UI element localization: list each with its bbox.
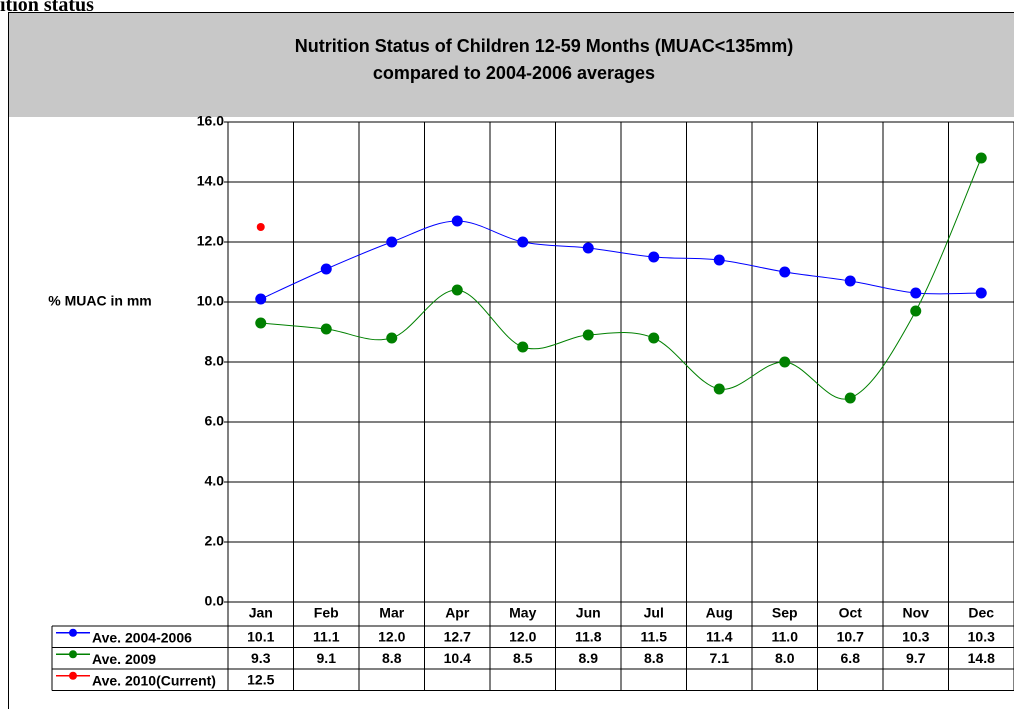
data-point xyxy=(320,323,332,335)
data-point xyxy=(386,332,398,344)
y-tick-label: 2.0 xyxy=(205,533,225,549)
x-tick-label: Jan xyxy=(249,605,273,621)
data-point xyxy=(256,223,265,231)
legend-marker xyxy=(69,628,77,637)
data-point xyxy=(844,392,856,404)
y-tick-label: 6.0 xyxy=(205,413,225,429)
data-point xyxy=(713,254,725,266)
table-value: 6.8 xyxy=(841,650,861,666)
data-point xyxy=(648,332,660,344)
table-value: 10.3 xyxy=(902,628,929,644)
table-value: 9.7 xyxy=(906,650,926,666)
table-value: 10.3 xyxy=(968,628,995,644)
title-band xyxy=(9,13,1014,117)
table-value: 8.0 xyxy=(775,650,795,666)
x-tick-label: Apr xyxy=(445,605,470,621)
table-value: 11.1 xyxy=(313,628,340,644)
y-tick-label: 4.0 xyxy=(205,473,225,489)
x-tick-label: Dec xyxy=(968,605,994,621)
table-value: 12.7 xyxy=(444,628,471,644)
x-tick-label: Nov xyxy=(903,605,930,621)
chart-subtitle: compared to 2004-2006 averages xyxy=(373,63,655,83)
data-point xyxy=(648,251,660,263)
y-tick-label: 12.0 xyxy=(197,233,224,249)
y-tick-label: 14.0 xyxy=(197,173,224,189)
table-value: 12.0 xyxy=(509,628,536,644)
data-point xyxy=(582,329,594,341)
x-tick-label: Feb xyxy=(314,605,339,621)
y-tick-label: 8.0 xyxy=(205,353,225,369)
x-tick-label: May xyxy=(509,605,536,621)
data-point xyxy=(255,317,267,329)
table-value: 11.8 xyxy=(575,628,602,644)
x-tick-label: Mar xyxy=(379,605,404,621)
data-point xyxy=(386,236,398,248)
x-tick-label: Oct xyxy=(839,605,863,621)
data-point xyxy=(517,341,529,353)
y-axis-label: % MUAC in mm xyxy=(48,293,151,309)
legend-marker xyxy=(69,650,77,659)
legend-label: Ave. 2004-2006 xyxy=(92,629,192,645)
chart-frame xyxy=(8,12,1014,709)
table-value: 7.1 xyxy=(710,650,730,666)
legend-label: Ave. 2010(Current) xyxy=(92,672,216,688)
table-value: 8.5 xyxy=(513,650,533,666)
table-value: 11.5 xyxy=(641,628,668,644)
legend-label: Ave. 2009 xyxy=(92,651,156,667)
x-tick-label: Jun xyxy=(576,605,601,621)
chart-title: Nutrition Status of Children 12-59 Month… xyxy=(295,36,794,56)
y-tick-label: 16.0 xyxy=(197,113,224,129)
data-point xyxy=(779,266,791,278)
table-value: 8.9 xyxy=(579,650,599,666)
y-tick-label: 0.0 xyxy=(205,593,225,609)
data-point xyxy=(975,152,987,164)
table-value: 12.0 xyxy=(378,628,405,644)
table-value: 9.3 xyxy=(251,650,271,666)
data-point xyxy=(320,263,332,275)
data-point xyxy=(255,293,267,305)
data-point xyxy=(451,215,463,227)
data-point xyxy=(779,356,791,368)
data-point xyxy=(844,275,856,287)
table-value: 8.8 xyxy=(382,650,402,666)
table-value: 9.1 xyxy=(317,650,337,666)
table-value: 10.7 xyxy=(837,628,864,644)
table-value: 10.4 xyxy=(444,650,471,666)
data-point xyxy=(975,287,987,299)
table-value: 14.8 xyxy=(968,650,995,666)
data-point xyxy=(451,284,463,296)
data-point xyxy=(582,242,594,254)
table-value: 10.1 xyxy=(247,628,274,644)
series-line xyxy=(260,220,982,300)
legend-marker xyxy=(69,671,77,680)
x-tick-label: Aug xyxy=(706,605,733,621)
data-point xyxy=(910,287,922,299)
data-point xyxy=(517,236,529,248)
x-tick-label: Jul xyxy=(644,605,664,621)
table-value: 12.5 xyxy=(247,671,274,687)
data-point xyxy=(910,305,922,317)
data-point xyxy=(713,383,725,395)
table-value: 11.0 xyxy=(772,628,799,644)
y-tick-label: 10.0 xyxy=(197,293,224,309)
table-value: 8.8 xyxy=(644,650,664,666)
x-tick-label: Sep xyxy=(772,605,798,621)
table-value: 11.4 xyxy=(706,628,733,644)
